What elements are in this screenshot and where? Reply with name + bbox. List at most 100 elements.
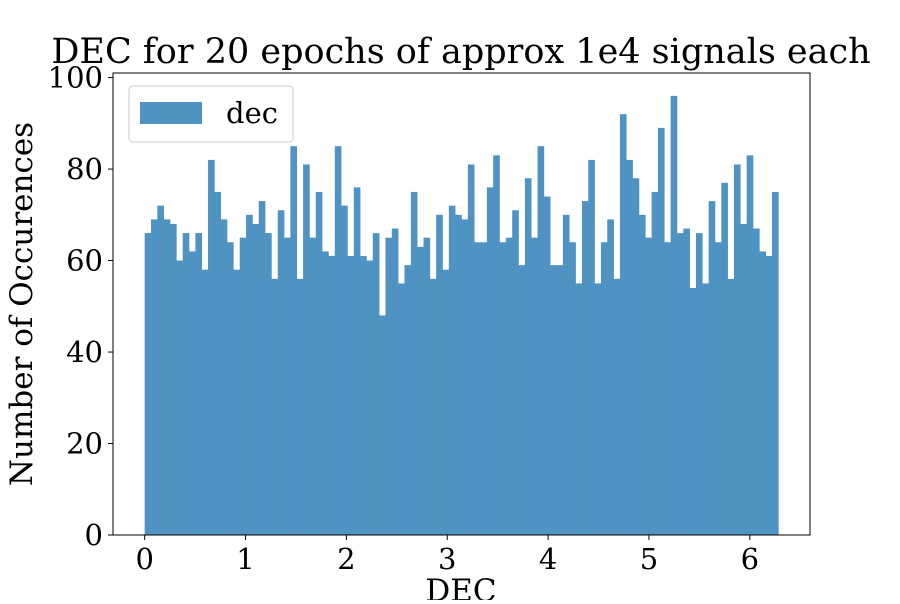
histogram-bar xyxy=(391,228,399,535)
histogram-bar xyxy=(334,146,342,536)
histogram-bar xyxy=(531,237,538,535)
histogram-bar xyxy=(550,265,557,535)
histogram-bar xyxy=(695,233,703,536)
histogram-bar xyxy=(442,269,450,535)
histogram-bar xyxy=(214,191,222,535)
histogram-bar xyxy=(429,278,437,535)
histogram-bar xyxy=(676,233,684,536)
histogram-bar xyxy=(594,283,602,535)
histogram-bar xyxy=(163,219,171,536)
histogram-bar xyxy=(220,219,228,536)
histogram-bar xyxy=(372,233,380,536)
histogram-bar xyxy=(151,219,158,536)
histogram-bar xyxy=(708,201,716,535)
histogram-bar xyxy=(233,269,241,535)
histogram-bar xyxy=(455,214,462,535)
histogram-bar xyxy=(271,278,279,535)
histogram-bar xyxy=(765,255,773,536)
y-tick-label: 60 xyxy=(66,244,103,278)
histogram-bar xyxy=(436,214,443,535)
histogram-bar xyxy=(607,219,614,536)
histogram-bar xyxy=(524,178,532,535)
histogram-bar xyxy=(208,159,215,535)
histogram-bar xyxy=(689,287,697,535)
histogram-bar xyxy=(379,315,386,535)
histogram-bar xyxy=(303,164,310,535)
histogram-bar xyxy=(543,196,551,535)
histogram-bar xyxy=(702,283,709,535)
legend-label: dec xyxy=(226,96,278,130)
histogram-bar xyxy=(505,237,513,535)
y-axis-label: Number of Occurences xyxy=(4,122,40,486)
histogram-bar xyxy=(170,223,177,535)
histogram-bar xyxy=(309,237,317,535)
histogram-bar xyxy=(195,233,202,536)
histogram-bar xyxy=(258,201,266,535)
histogram-bar xyxy=(512,210,519,535)
histogram-bar xyxy=(518,265,526,535)
histogram-bar xyxy=(493,155,500,535)
histogram-bar xyxy=(746,155,754,535)
histogram-bar xyxy=(182,233,190,536)
histogram-bar xyxy=(366,260,374,535)
histogram-bar xyxy=(398,283,405,535)
histogram-bar xyxy=(721,182,728,536)
histogram-bar xyxy=(619,114,627,535)
histogram-bar xyxy=(474,242,481,535)
histogram-bar xyxy=(189,251,196,535)
histogram-bar xyxy=(714,242,722,535)
x-tick-label: 0 xyxy=(135,542,153,576)
histogram-bar xyxy=(448,205,456,535)
x-ticks: 0 1 2 3 4 5 6 xyxy=(135,535,759,576)
histogram-bar xyxy=(404,265,412,535)
y-tick-label: 100 xyxy=(48,61,103,95)
histogram-bar xyxy=(252,223,260,535)
histogram-bar xyxy=(417,246,424,535)
y-tick-label: 40 xyxy=(66,335,103,369)
histogram-bar xyxy=(588,159,595,535)
y-tick-label: 0 xyxy=(85,518,103,552)
histogram-bar xyxy=(499,242,507,535)
histogram-bar xyxy=(753,228,760,535)
histogram-bar xyxy=(322,251,329,535)
histogram-bar xyxy=(315,191,323,535)
histogram-bar xyxy=(645,237,652,535)
histogram-bar xyxy=(727,278,735,535)
histogram-bar xyxy=(201,269,209,535)
chart-title: DEC for 20 epochs of approx 1e4 signals … xyxy=(51,32,870,72)
histogram-bar xyxy=(569,242,576,535)
x-tick-label: 3 xyxy=(438,542,456,576)
histogram-bar xyxy=(664,242,671,535)
y-tick-label: 20 xyxy=(66,427,103,461)
histogram-bar xyxy=(626,159,633,535)
histogram-bar xyxy=(683,228,690,535)
x-tick-label: 6 xyxy=(741,542,759,576)
histogram-bar xyxy=(657,127,665,536)
histogram-bar xyxy=(341,205,348,535)
histogram-bar xyxy=(239,237,247,535)
histogram-bar xyxy=(157,205,164,535)
y-tick-label: 80 xyxy=(66,152,103,186)
histogram-bar xyxy=(772,191,779,535)
axes-frame xyxy=(112,72,811,536)
histogram-bar xyxy=(670,95,678,536)
legend: dec xyxy=(128,85,294,143)
histogram-bar xyxy=(467,164,475,535)
x-tick-label: 2 xyxy=(337,542,355,576)
histogram-bar xyxy=(613,278,621,535)
histogram-bar xyxy=(537,146,545,536)
x-axis-label: DEC xyxy=(425,573,496,600)
histogram-bar xyxy=(486,187,494,535)
x-tick-label: 4 xyxy=(539,542,557,576)
histogram-bar xyxy=(360,255,367,536)
histogram-bar xyxy=(423,237,431,535)
histogram-bar xyxy=(480,242,488,535)
histogram-bar xyxy=(575,283,583,535)
legend-box xyxy=(128,85,294,143)
histogram-bar xyxy=(651,191,659,535)
histogram-bar xyxy=(461,219,469,536)
histogram-bar xyxy=(632,178,640,535)
histogram-bar xyxy=(284,237,291,535)
